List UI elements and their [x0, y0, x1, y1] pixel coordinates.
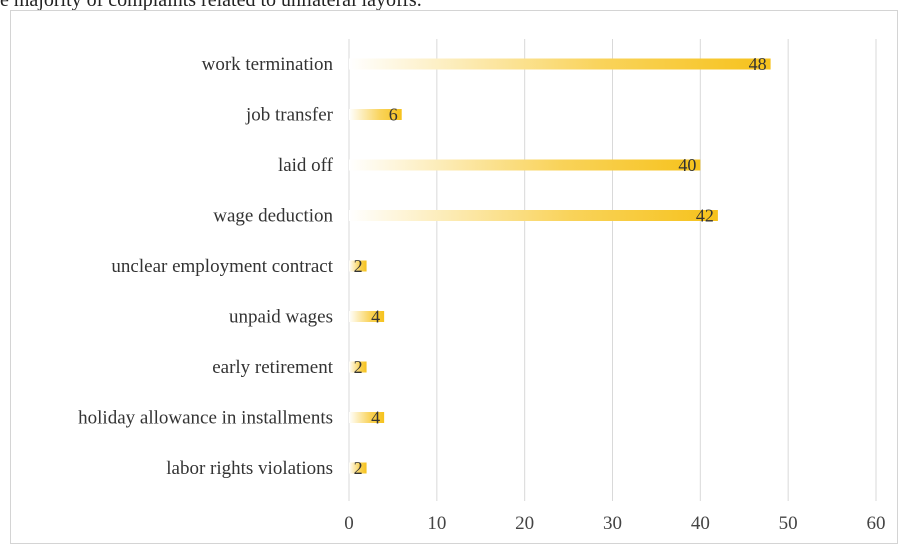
- x-tick-label: 30: [603, 513, 622, 534]
- bar: [349, 159, 701, 171]
- bar: [349, 58, 771, 70]
- x-tick-label: 40: [691, 513, 710, 534]
- x-tick-label: 20: [515, 513, 534, 534]
- bar: [349, 260, 367, 272]
- bar: [349, 210, 718, 221]
- x-tick-label: 50: [779, 513, 798, 534]
- category-label: wage deduction: [213, 206, 333, 227]
- category-label: laid off: [278, 155, 334, 176]
- bar-chart: work termination job transfer laid off wage…: [78, 39, 886, 534]
- category-label: labor rights violations: [166, 458, 333, 479]
- data-label: 4: [371, 307, 380, 327]
- category-label: early retirement: [212, 357, 334, 378]
- data-label: 2: [354, 458, 363, 478]
- chart-frame: work termination job transfer laid off wage…: [10, 10, 898, 544]
- category-label: unclear employment contract: [111, 256, 333, 277]
- caption-text: e majority of complaints related to unil…: [0, 0, 422, 11]
- data-label: 2: [354, 256, 363, 276]
- category-label: unpaid wages: [229, 307, 333, 328]
- data-label: 40: [678, 155, 696, 175]
- category-labels: work termination job transfer laid off wage…: [78, 54, 334, 479]
- data-label: 4: [371, 408, 380, 428]
- category-label: job transfer: [245, 105, 334, 126]
- x-axis-ticks: 0 10 20 30 40 50 60: [344, 513, 885, 534]
- bar: [349, 361, 367, 373]
- x-tick-label: 0: [344, 513, 354, 534]
- data-label: 48: [749, 54, 767, 74]
- data-label: 6: [389, 105, 398, 125]
- bar: [349, 109, 402, 120]
- data-label: 42: [696, 206, 714, 226]
- x-tick-label: 10: [427, 513, 446, 534]
- bar: [349, 311, 385, 322]
- bar: [349, 462, 367, 474]
- category-label: holiday allowance in installments: [78, 408, 333, 429]
- data-label: 2: [354, 357, 363, 377]
- gridlines: [348, 39, 877, 501]
- bars: [349, 58, 771, 474]
- x-tick-label: 60: [867, 513, 886, 534]
- bar: [349, 412, 385, 423]
- category-label: work termination: [202, 54, 334, 75]
